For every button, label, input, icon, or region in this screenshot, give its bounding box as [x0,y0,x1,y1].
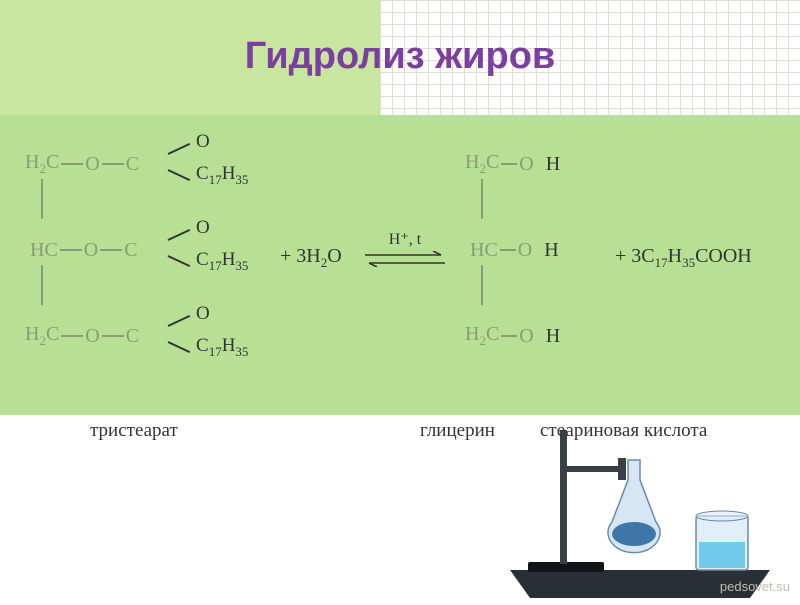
double-bond-O-2: O [196,217,210,239]
reactant-tristearin: H2C O C O C17H35 HC O C O C17H35 H2C [20,125,270,385]
label-glycerol: глицерин [420,420,495,442]
chain-1: C17H35 [196,163,248,188]
label-stearic-acid: стеариновая кислота [540,420,707,442]
chain-3: C17H35 [196,335,248,360]
glycerol-H-3: H [546,325,560,348]
plus-water: + 3H2O [280,245,342,271]
glycerol-H-2: H [544,239,558,262]
chain-2: C17H35 [196,249,248,274]
plus-stearic-acid: + 3C17H35COOH [615,245,752,271]
lab-equipment-illustration [510,430,770,600]
label-tristearin: тристеарат [90,420,178,442]
reaction-condition: H⁺, t [365,229,445,249]
reaction-equation: H2C O C O C17H35 HC O C O C17H35 H2C [20,125,780,405]
double-bond-O-1: O [196,131,210,153]
glycerol-H-1: H [546,153,560,176]
watermark: pedsovet.su [720,579,790,594]
double-bond-O-3: O [196,303,210,325]
product-glycerol: H2C O H HC O H H2C O H [465,125,615,385]
page-title: Гидролиз жиров [0,35,800,78]
